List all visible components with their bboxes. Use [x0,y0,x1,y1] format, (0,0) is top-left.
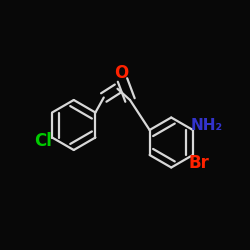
Text: Br: Br [189,154,210,172]
Text: O: O [114,64,128,82]
Text: Cl: Cl [34,132,52,150]
Text: NH₂: NH₂ [190,118,223,133]
